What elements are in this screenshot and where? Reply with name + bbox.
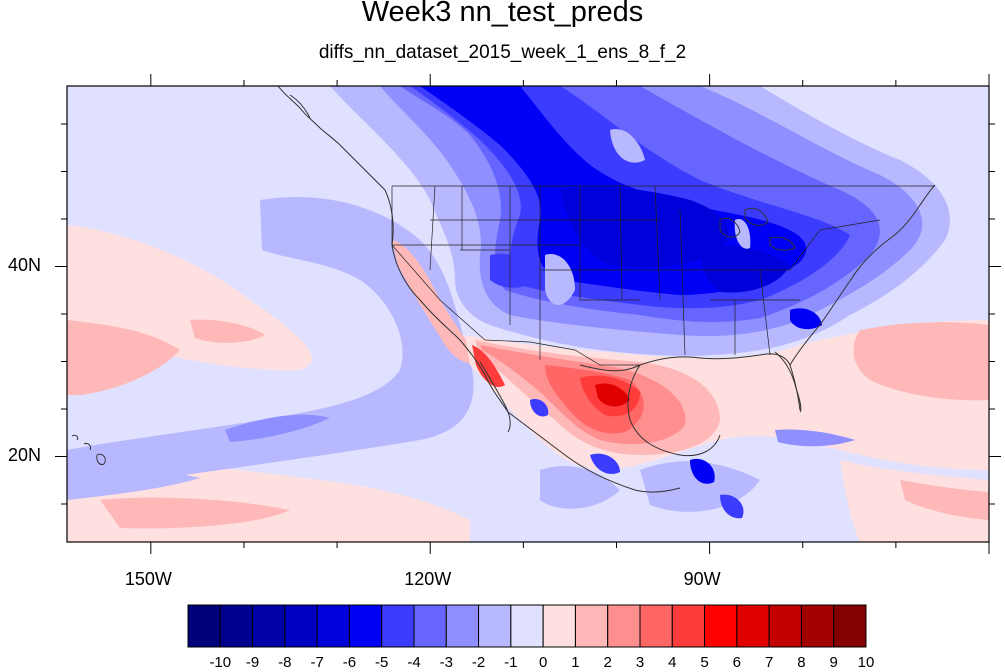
colorbar-swatch bbox=[833, 604, 867, 648]
colorbar-label: -9 bbox=[245, 654, 260, 671]
lon-label: 90W bbox=[683, 569, 721, 589]
colorbar-label: -5 bbox=[375, 654, 389, 671]
colorbar-swatch bbox=[219, 604, 254, 648]
colorbar-swatch bbox=[187, 604, 221, 648]
colorbar-label: -7 bbox=[310, 654, 324, 671]
lon-label: 120W bbox=[404, 569, 452, 589]
colorbar-swatch bbox=[542, 604, 576, 648]
colorbar-label: -1 bbox=[504, 654, 518, 671]
colorbar-label: 5 bbox=[700, 654, 709, 671]
colorbar-label: -2 bbox=[471, 654, 486, 671]
colorbar-swatch bbox=[510, 604, 544, 648]
map-title: Week3 nn_test_preds bbox=[361, 0, 644, 28]
colorbar-swatch bbox=[413, 604, 447, 648]
colorbar-label: 0 bbox=[538, 654, 548, 671]
colorbar-label: -4 bbox=[407, 654, 421, 671]
colorbar-label: 10 bbox=[857, 654, 875, 671]
contour-field bbox=[67, 86, 989, 542]
colorbar-swatch bbox=[381, 604, 415, 648]
colorbar-label: 8 bbox=[797, 654, 806, 671]
colorbar-label: 1 bbox=[571, 654, 580, 671]
colorbar-swatch bbox=[607, 604, 641, 648]
colorbar-swatch bbox=[736, 604, 770, 648]
colorbar-label: 9 bbox=[829, 654, 838, 671]
colorbar-swatch bbox=[768, 604, 802, 648]
colorbar-swatch bbox=[348, 604, 383, 648]
colorbar-swatch bbox=[671, 604, 706, 648]
colorbar-label: -3 bbox=[439, 654, 453, 671]
map-subtitle: diffs_nn_dataset_2015_week_1_ens_8_f_2 bbox=[318, 42, 687, 63]
axis-ticks bbox=[55, 74, 1001, 554]
lat-label: 20N bbox=[8, 444, 42, 465]
colorbar-swatch bbox=[800, 604, 835, 648]
colorbar-swatch bbox=[252, 604, 286, 648]
colorbar-swatch bbox=[316, 604, 350, 648]
colorbar-label: 6 bbox=[732, 654, 742, 671]
colorbar-label: -10 bbox=[209, 654, 232, 671]
colorbar-label: 4 bbox=[668, 654, 677, 671]
colorbar-swatch bbox=[704, 604, 738, 648]
colorbar-label: 3 bbox=[635, 654, 645, 671]
colorbar-swatch bbox=[478, 604, 512, 648]
colorbar-swatch bbox=[574, 604, 609, 648]
state-borders bbox=[391, 185, 935, 366]
lat-label: 40N bbox=[8, 254, 42, 275]
colorbar bbox=[187, 604, 867, 648]
lon-label: 150W bbox=[124, 569, 172, 589]
colorbar-label: -8 bbox=[278, 654, 292, 671]
colorbar-swatch bbox=[639, 604, 673, 648]
colorbar-swatch bbox=[445, 604, 480, 648]
colorbar-swatch bbox=[284, 604, 318, 648]
colorbar-label: 2 bbox=[603, 654, 612, 671]
coastlines bbox=[71, 86, 936, 493]
colorbar-label: 7 bbox=[764, 654, 774, 671]
colorbar-label: -6 bbox=[342, 654, 357, 671]
